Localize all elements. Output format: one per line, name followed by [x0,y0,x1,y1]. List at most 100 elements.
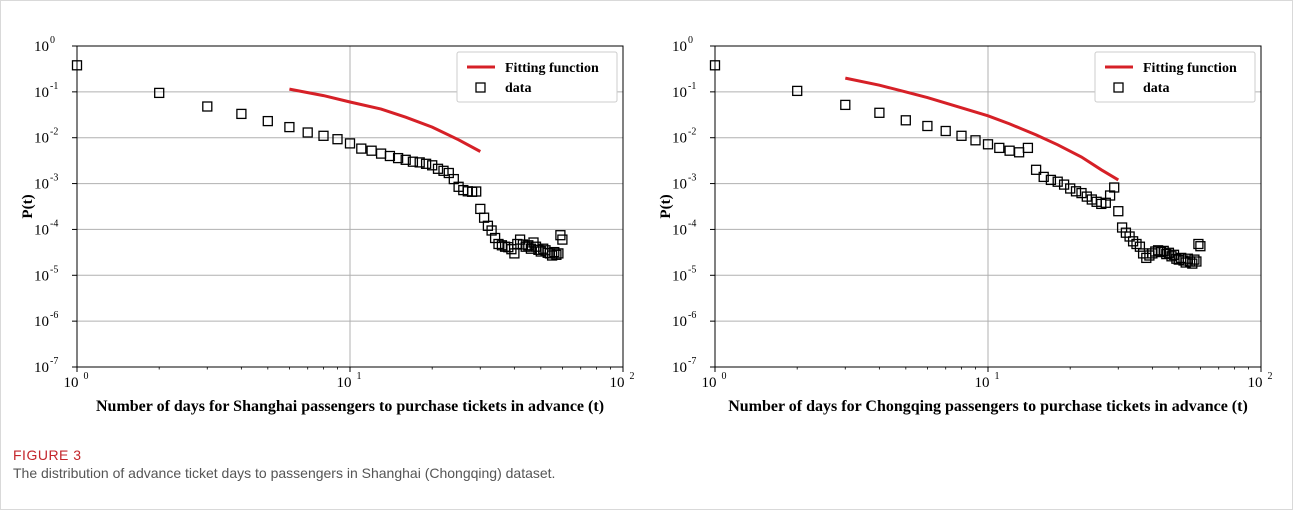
data-point [318,130,329,141]
data-point [1134,241,1146,252]
y-tick-label: 10 [672,360,687,376]
y-tick-label: 10 [34,360,49,376]
figure-caption: The distribution of advance ticket days … [13,465,556,481]
y-tick-label: 10 [34,314,49,330]
x-tick-label: 10 [702,375,717,391]
legend-data-label: data [1143,81,1169,96]
legend: Fitting function data [456,51,618,103]
y-tick-exponent: -7 [688,356,696,367]
fitting-function-line [844,76,1120,182]
data-point [284,121,295,133]
data-point [1004,145,1015,156]
data-point [940,125,951,137]
y-tick-label: 10 [34,39,49,55]
x-tick-exponent: 2 [630,371,635,382]
y-tick-exponent: -4 [50,218,58,229]
y-tick-label: 10 [672,314,687,330]
y-tick-exponent: -3 [688,173,696,184]
data-point [874,107,885,118]
y-tick-exponent: -2 [50,127,58,138]
data-point [922,120,933,132]
data-point [551,249,562,260]
data-point [557,234,568,245]
x-tick-label: 10 [64,375,79,391]
data-point [1131,238,1142,250]
legend-box [456,51,618,103]
data-point [366,145,377,156]
data-point [970,135,981,146]
x-tick-label: 10 [1248,375,1263,391]
data-point [475,203,486,215]
data-point [1158,245,1169,257]
data-point [1070,186,1082,197]
y-tick-exponent: -6 [688,310,696,321]
y-tick-label: 10 [672,177,687,193]
y-tick-exponent: -4 [688,218,696,229]
data-point [1013,147,1025,158]
data-point [994,142,1005,154]
x-tick-exponent: 0 [84,371,89,382]
data-point [900,115,911,126]
data-point [1030,164,1042,175]
data-point [420,158,432,169]
data-point [438,165,449,176]
data-point [1127,236,1139,247]
data-point [1045,174,1057,186]
data-point [1189,254,1200,265]
y-axis-label: P(t) [658,194,674,218]
x-tick-exponent: 2 [1268,371,1273,382]
data-point [1195,241,1206,252]
y-tick-exponent: -2 [688,127,696,138]
data-point [840,99,851,111]
data-point [1065,183,1076,194]
data-point [486,225,497,236]
y-tick-label: 10 [34,268,49,284]
x-tick-exponent: 0 [722,371,727,382]
data-point [154,87,165,99]
data-point [262,115,273,127]
y-tick-label: 10 [34,85,49,101]
legend-box [1094,51,1256,103]
y-tick-exponent: -5 [50,264,58,275]
fitting-function-line [289,87,482,153]
legend-data-label: data [505,81,531,96]
x-axis-label: Number of days for Shanghai passengers t… [96,398,604,415]
data-point [489,232,501,244]
y-tick-label: 10 [672,85,687,101]
data-point [356,143,367,154]
data-point [493,238,504,250]
y-tick-exponent: -7 [50,356,58,367]
data-point [792,85,803,97]
y-tick-label: 10 [34,222,49,238]
data-point [344,138,356,149]
data-point [1152,245,1164,256]
data-point [1113,206,1124,217]
data-point [432,163,444,174]
y-tick-exponent: -5 [688,264,696,275]
legend-fit-label: Fitting function [1143,61,1237,76]
data-point [1076,187,1087,199]
data-point [375,148,387,159]
data-point [1191,256,1202,267]
y-tick-label: 10 [672,268,687,284]
data-point [1052,176,1063,187]
y-tick-exponent: 0 [688,35,693,46]
data-point [407,156,419,167]
x-tick-labels: 10 0 10 1 10 2 [702,367,1273,391]
legend-data-swatch [1113,82,1124,93]
data-point [471,186,482,197]
data-point [956,130,967,141]
data-point [427,160,438,171]
y-tick-label: 10 [672,39,687,55]
data-point [982,139,994,150]
data-point [236,108,247,120]
data-point [414,157,425,168]
x-tick-exponent: 1 [995,371,1000,382]
x-tick-exponent: 1 [357,371,362,382]
data-point [1038,171,1049,183]
data-point [1193,238,1204,250]
x-tick-label: 10 [975,375,990,391]
